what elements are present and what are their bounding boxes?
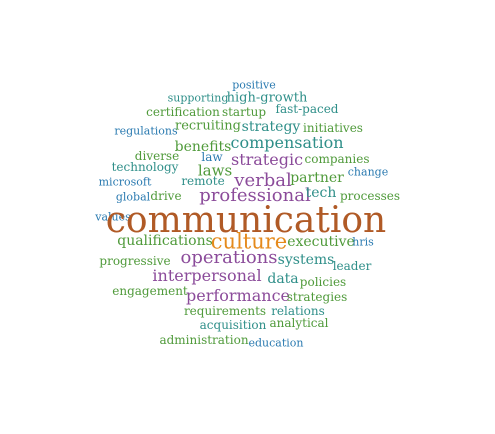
cloud-word-supporting: supporting [167, 91, 229, 105]
cloud-word-progressive: progressive [99, 254, 171, 268]
cloud-word-global: global [115, 190, 151, 204]
cloud-word-acquisition: acquisition [199, 318, 267, 332]
cloud-word-communication: communication [105, 200, 387, 241]
cloud-word-tech: tech [305, 185, 337, 201]
cloud-word-policies: policies [299, 275, 347, 289]
cloud-word-culture: culture [210, 229, 288, 254]
cloud-word-companies: companies [304, 152, 370, 166]
cloud-word-administration: administration [159, 333, 249, 347]
cloud-word-executive: executive [287, 234, 355, 250]
cloud-word-verbal: verbal [234, 170, 292, 191]
cloud-word-engagement: engagement [112, 284, 188, 298]
cloud-word-partner: partner [290, 170, 344, 186]
cloud-word-values: values [95, 210, 131, 224]
cloud-word-hris: hris [352, 235, 374, 249]
cloud-word-analytical: analytical [269, 316, 329, 330]
cloud-word-processes: processes [339, 189, 401, 203]
cloud-word-relations: relations [271, 304, 325, 318]
cloud-word-drive: drive [150, 189, 182, 203]
cloud-word-fast-paced: fast-paced [275, 102, 339, 116]
cloud-word-benefits: benefits [174, 139, 232, 155]
cloud-word-diverse: diverse [134, 149, 180, 163]
cloud-word-compensation: compensation [230, 133, 344, 152]
cloud-word-systems: systems [277, 252, 335, 268]
cloud-word-strategies: strategies [286, 290, 348, 304]
cloud-word-interpersonal: interpersonal [152, 266, 262, 285]
cloud-word-data: data [267, 271, 299, 287]
cloud-word-technology: technology [111, 160, 179, 174]
cloud-word-microsoft: microsoft [98, 175, 152, 189]
cloud-word-education: education [248, 336, 304, 350]
cloud-word-strategic: strategic [230, 150, 304, 169]
cloud-word-high-growth: high-growth [226, 90, 308, 106]
cloud-word-initiatives: initiatives [303, 121, 363, 135]
cloud-word-performance: performance [185, 286, 291, 305]
cloud-word-recruiting: recruiting [174, 118, 242, 134]
cloud-word-laws: laws [197, 161, 233, 180]
cloud-word-certification: certification [146, 105, 220, 119]
cloud-word-positive: positive [232, 78, 276, 92]
cloud-word-qualifications: qualifications [117, 233, 213, 249]
cloud-word-requirements: requirements [183, 304, 267, 318]
cloud-word-startup: startup [221, 105, 267, 119]
cloud-word-regulations: regulations [114, 124, 178, 138]
cloud-word-remote: remote [181, 174, 225, 188]
cloud-word-operations: operations [180, 247, 278, 268]
cloud-word-professional: professional [199, 185, 311, 206]
cloud-word-change: change [347, 165, 389, 179]
cloud-word-law: law [201, 150, 223, 164]
cloud-word-leader: leader [332, 259, 372, 273]
cloud-word-strategy: strategy [241, 119, 301, 135]
